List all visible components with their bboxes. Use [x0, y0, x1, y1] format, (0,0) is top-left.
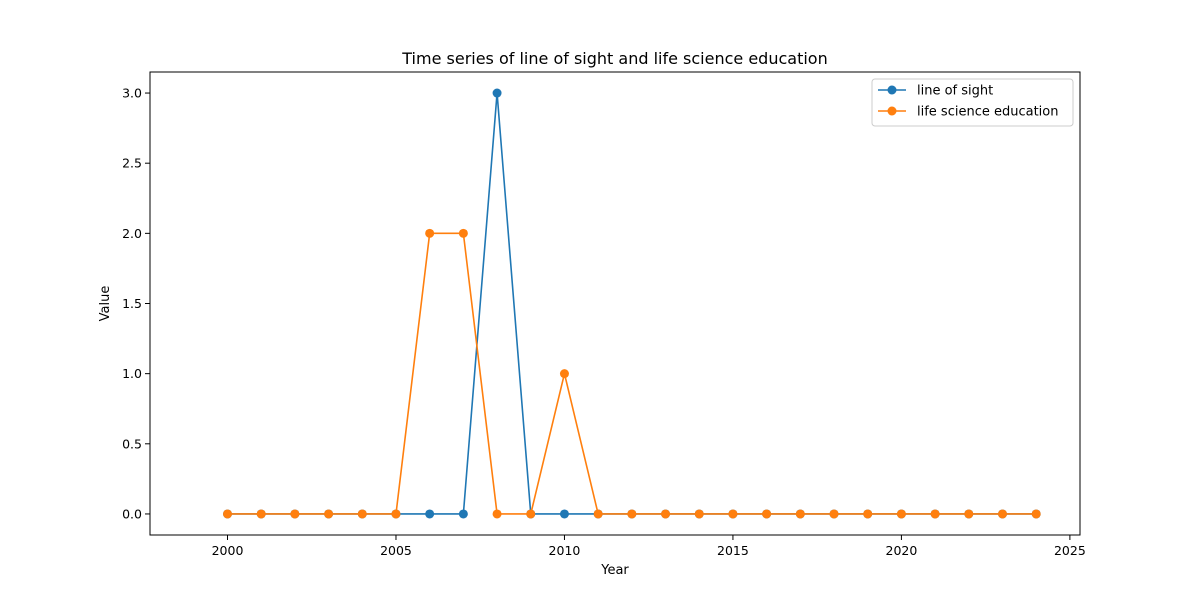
y-tick-label: 2.0 — [122, 226, 142, 241]
series-life-science-education — [223, 228, 1041, 519]
y-tick-label: 1.5 — [122, 296, 142, 311]
data-point-life-science-education — [863, 509, 873, 519]
data-point-life-science-education — [324, 509, 334, 519]
data-point-life-science-education — [964, 509, 974, 519]
data-point-life-science-education — [661, 509, 671, 519]
legend-box — [871, 78, 1074, 127]
data-point-life-science-education — [526, 509, 536, 519]
y-axis-label: Value — [98, 286, 113, 322]
data-point-line-of-sight — [559, 509, 569, 519]
data-point-life-science-education — [290, 509, 300, 519]
series-line-of-sight — [223, 88, 1041, 519]
series-line-line-of-sight — [227, 92, 1037, 515]
data-point-line-of-sight — [492, 88, 502, 98]
series-layer — [223, 88, 1041, 519]
data-point-life-science-education — [391, 509, 401, 519]
data-point-life-science-education — [728, 509, 738, 519]
y-axis-ticks: 0.0 0.5 1.0 1.5 2.0 2.5 3.0 — [122, 86, 150, 521]
x-tick-label: 2005 — [380, 543, 412, 558]
x-axis-label: Year — [600, 563, 629, 578]
y-tick-label: 1.0 — [122, 366, 142, 381]
y-tick-label: 3.0 — [122, 86, 142, 101]
legend-marker-line-of-sight — [887, 85, 897, 95]
plot-area-frame — [149, 71, 1081, 536]
data-point-life-science-education — [1031, 509, 1041, 519]
x-tick-label: 2015 — [717, 543, 749, 558]
data-point-life-science-education — [998, 509, 1007, 519]
legend-marker-life-science-education — [887, 106, 897, 116]
y-tick-label: 0.0 — [122, 506, 142, 521]
x-axis-ticks: 2000 2005 2010 2015 2020 2025 — [212, 535, 1086, 558]
data-point-life-science-education — [357, 509, 367, 519]
chart-title: Time series of line of sight and life sc… — [401, 49, 827, 68]
data-point-life-science-education — [492, 509, 502, 519]
data-point-life-science-education — [627, 509, 637, 519]
data-point-life-science-education — [896, 509, 906, 519]
data-point-life-science-education — [795, 509, 805, 519]
data-point-life-science-education — [762, 509, 772, 519]
data-point-life-science-education — [593, 509, 603, 519]
data-point-life-science-education — [458, 228, 468, 238]
legend-label-life-science-education: life science education — [917, 105, 1058, 120]
legend-item-life-science-education: life science education — [878, 105, 1058, 120]
data-point-life-science-education — [256, 509, 266, 519]
y-tick-label: 0.5 — [122, 436, 142, 451]
data-point-line-of-sight — [425, 509, 435, 519]
x-tick-label: 2025 — [1054, 543, 1086, 558]
data-point-life-science-education — [694, 509, 704, 519]
data-point-life-science-education — [829, 509, 839, 519]
legend-item-line-of-sight: line of sight — [878, 84, 993, 99]
data-point-life-science-education — [559, 369, 569, 379]
data-point-line-of-sight — [458, 509, 468, 519]
x-tick-label: 2010 — [549, 543, 581, 558]
x-tick-label: 2020 — [886, 543, 918, 558]
data-point-life-science-education — [223, 509, 232, 519]
legend-label-line-of-sight: line of sight — [917, 84, 993, 99]
legend: line of sight life science education — [871, 78, 1074, 127]
y-tick-label: 2.5 — [122, 156, 142, 171]
series-line-life-science-education — [227, 232, 1037, 515]
x-tick-label: 2000 — [212, 543, 244, 558]
data-point-life-science-education — [930, 509, 940, 519]
data-point-life-science-education — [425, 228, 435, 238]
